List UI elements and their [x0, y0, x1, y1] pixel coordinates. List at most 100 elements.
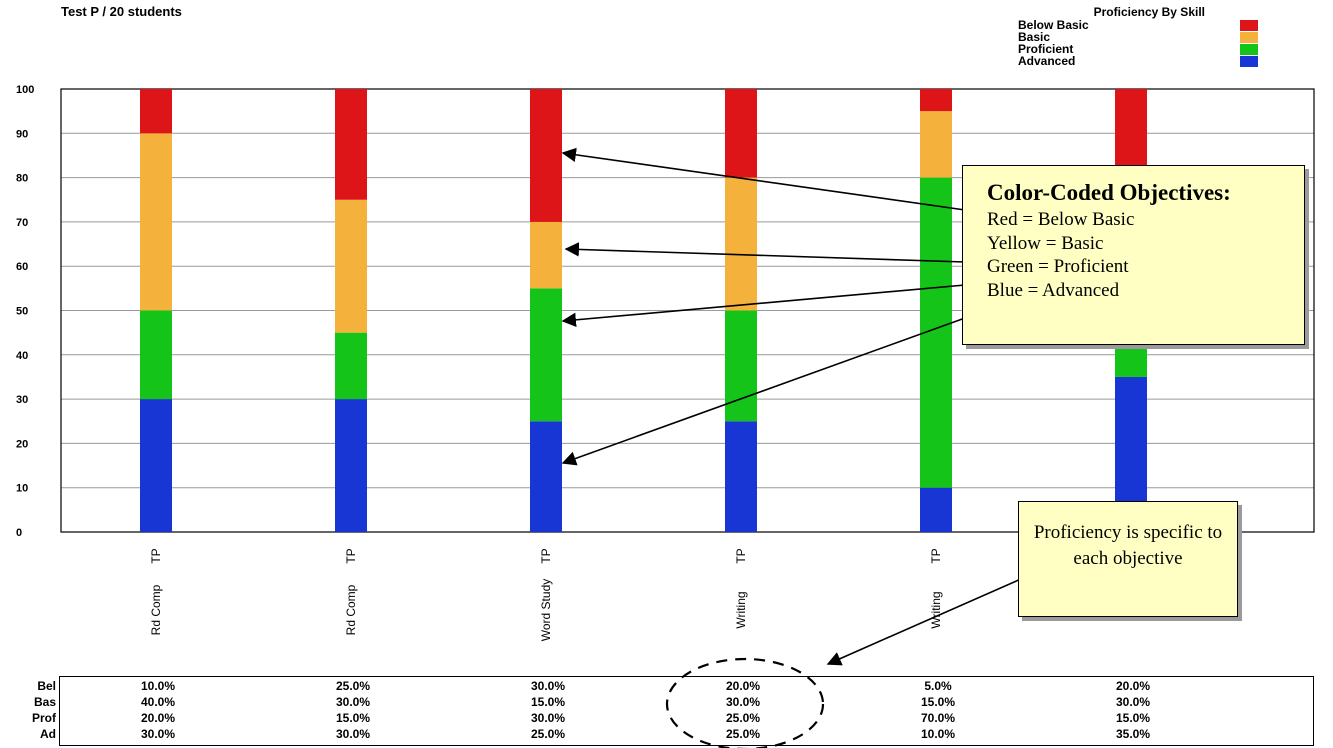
table-cell: 40.0%	[140, 695, 176, 709]
legend-item-advanced: Advanced	[1018, 55, 1263, 68]
table-cell: 10.0%	[140, 679, 176, 693]
table-cell: 25.0%	[725, 711, 761, 725]
table-cell: 15.0%	[335, 711, 371, 725]
table-cell: 15.0%	[1115, 711, 1151, 725]
bar-segment-proficient	[725, 310, 757, 422]
x-category-label: Writing	[734, 591, 748, 628]
bar-segment-basic	[140, 133, 172, 311]
table-cell: 5.0%	[924, 679, 952, 693]
table-cell: 30.0%	[530, 679, 566, 693]
arrow-advanced	[561, 317, 966, 466]
bar-segment-below-basic	[725, 89, 757, 178]
callout-color-coded-objectives: Color-Coded Objectives: Red = Below Basi…	[962, 165, 1305, 345]
bar-segment-below-basic	[335, 89, 367, 200]
table-cell: 20.0%	[1115, 679, 1151, 693]
y-tick-label: 100	[16, 84, 34, 96]
x-code-label: TP	[929, 548, 943, 563]
bar-segment-basic	[530, 221, 562, 289]
y-tick-label: 0	[16, 527, 22, 539]
table-cell: 30.0%	[140, 727, 176, 741]
callout-proficiency-note: Proficiency is specific to each objectiv…	[1018, 501, 1238, 617]
legend-swatch-green	[1240, 44, 1258, 55]
callout-line: Green = Proficient	[987, 256, 1129, 277]
annotation-arrows	[561, 147, 1031, 666]
table-cell: 30.0%	[335, 695, 371, 709]
bar-segment-proficient	[140, 310, 172, 400]
legend-item-basic: Basic	[1018, 31, 1263, 44]
legend-item-below-basic: Below Basic	[1018, 19, 1263, 32]
x-category-label: Word Study	[539, 579, 553, 641]
bar-segment-basic	[920, 111, 952, 178]
y-tick-label: 90	[16, 128, 28, 140]
bar-segment-basic	[725, 177, 757, 311]
table-cell: 35.0%	[1115, 727, 1151, 741]
bar-segment-basic	[335, 199, 367, 333]
table-cell: 70.0%	[920, 711, 956, 725]
y-tick-label: 30	[16, 394, 28, 406]
bar-segment-below-basic	[920, 89, 952, 112]
x-labels: TP Rd Comp TP Rd Comp TP Word Study TP Writing T…	[149, 548, 1138, 641]
arrow-basic	[564, 242, 966, 263]
y-tick-label: 70	[16, 217, 28, 229]
bar-segment-advanced	[725, 421, 757, 532]
table-cell: 30.0%	[1115, 695, 1151, 709]
legend-title: Proficiency By Skill	[1093, 5, 1205, 19]
y-tick-label: 80	[16, 173, 28, 185]
table-cell: 20.0%	[140, 711, 176, 725]
table-row-label: Prof	[32, 711, 56, 725]
x-code-label: TP	[344, 548, 358, 563]
bar-segment-below-basic	[140, 89, 172, 134]
table-cell: 15.0%	[920, 695, 956, 709]
bar-segment-advanced	[530, 421, 562, 532]
legend-item-proficient: Proficient	[1018, 43, 1263, 56]
y-tick-label: 10	[16, 483, 28, 495]
callout-line: Yellow = Basic	[987, 232, 1104, 254]
x-category-label: Writing	[929, 591, 943, 628]
y-tick-label: 60	[16, 261, 28, 273]
table-cell: 30.0%	[335, 727, 371, 741]
table-cell: 25.0%	[725, 727, 761, 741]
x-code-label: TP	[149, 548, 163, 563]
bar-segment-advanced	[920, 487, 952, 532]
table-cell: 15.0%	[530, 695, 566, 709]
legend-label: Below Basic	[1018, 18, 1089, 32]
x-code-label: TP	[539, 548, 553, 563]
table-row-label: Ad	[40, 727, 56, 741]
arrow-below-basic	[561, 147, 966, 211]
bar-segment-advanced	[140, 399, 172, 532]
legend-swatch-blue	[1240, 56, 1258, 67]
values-table: Bel 10.0% 25.0% 30.0% 20.0% 5.0% 20.0% Bas 40.0%…	[32, 676, 1314, 746]
table-cell: 20.0%	[725, 679, 761, 693]
x-category-label: Rd Comp	[344, 584, 358, 635]
legend-label: Proficient	[1018, 42, 1074, 56]
table-cell: 25.0%	[335, 679, 371, 693]
table-row-label: Bas	[33, 695, 56, 709]
callout-title: Color-Coded Objectives:	[987, 180, 1231, 205]
legend-swatch-red	[1240, 20, 1258, 31]
arrow-proficient	[561, 284, 966, 328]
bar-segment-below-basic	[1115, 89, 1147, 178]
legend-label: Advanced	[1018, 54, 1076, 68]
y-tick-label: 50	[16, 306, 28, 318]
callout-line: Red = Below Basic	[987, 209, 1135, 230]
bar-segment-below-basic	[530, 89, 562, 222]
bar-segment-proficient	[335, 332, 367, 400]
x-category-label: Rd Comp	[149, 584, 163, 635]
legend-swatch-yellow	[1240, 32, 1258, 43]
callout-line: Blue = Advanced	[987, 279, 1120, 301]
y-tick-label: 40	[16, 350, 28, 362]
x-code-label: TP	[734, 548, 748, 563]
y-ticks: 0 10 20 30 40 50 60 70 80 90 100	[16, 84, 34, 539]
table-cell: 10.0%	[920, 727, 956, 741]
table-cell: 30.0%	[530, 711, 566, 725]
plot-frame	[60, 88, 1315, 533]
table-cell: 30.0%	[725, 695, 761, 709]
bar-segment-proficient	[530, 288, 562, 422]
table-cell: 25.0%	[530, 727, 566, 741]
arrow-note	[826, 574, 1031, 666]
legend-label: Basic	[1018, 30, 1051, 44]
chart-subtitle: Test P / 20 students	[61, 4, 182, 19]
table-row-label: Bel	[37, 679, 56, 693]
bar-segment-advanced	[335, 399, 367, 532]
